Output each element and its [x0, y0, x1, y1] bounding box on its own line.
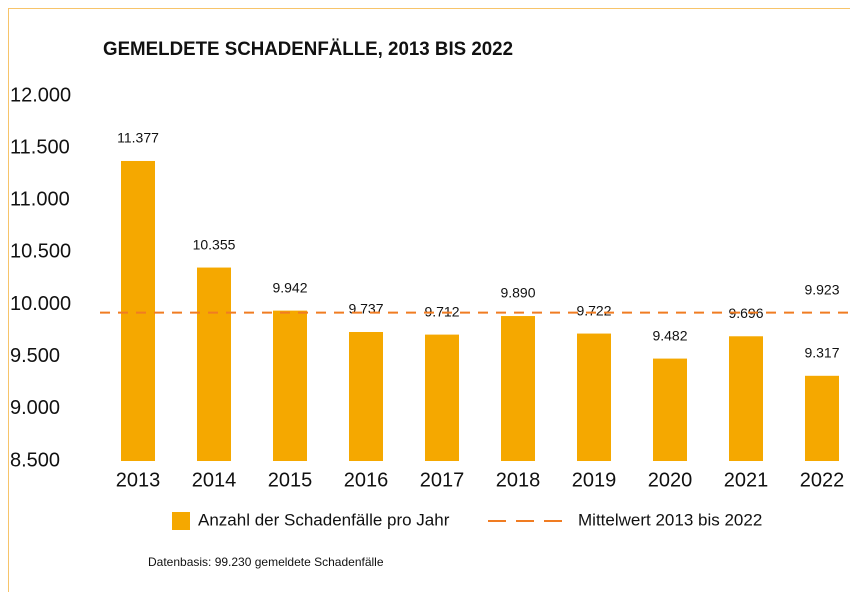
bar	[273, 310, 307, 461]
bar	[577, 333, 611, 461]
mean-label: 9.923	[804, 281, 839, 297]
x-tick-label: 2015	[268, 469, 313, 491]
x-tick-label: 2014	[192, 469, 237, 491]
y-tick-label: 9.500	[10, 345, 60, 367]
data-label: 9.722	[576, 302, 611, 318]
bar	[197, 267, 231, 461]
x-tick-label: 2020	[648, 469, 693, 491]
legend-swatch	[172, 512, 190, 530]
bar	[121, 160, 155, 461]
data-label: 11.377	[117, 130, 159, 146]
legend-label: Mittelwert 2013 bis 2022	[578, 510, 762, 529]
x-tick-label: 2022	[800, 469, 845, 491]
data-label: 9.890	[500, 285, 535, 301]
data-label: 9.696	[728, 305, 763, 321]
bar	[425, 334, 459, 461]
footnote: Datenbasis: 99.230 gemeldete Schadenfäll…	[148, 555, 384, 569]
data-label: 9.482	[652, 327, 687, 343]
y-tick-label: 8.500	[10, 449, 60, 471]
data-label: 9.737	[348, 301, 383, 317]
x-tick-label: 2013	[116, 469, 161, 491]
y-tick-label: 10.500	[10, 241, 71, 263]
y-tick-label: 11.500	[10, 136, 70, 158]
data-label: 9.942	[272, 279, 307, 295]
x-tick-label: 2016	[344, 469, 389, 491]
y-tick-label: 9.000	[10, 397, 60, 419]
x-tick-label: 2017	[420, 469, 465, 491]
bar	[805, 375, 839, 461]
y-tick-label: 12.000	[10, 84, 71, 106]
data-label: 9.317	[804, 345, 839, 361]
bar	[653, 358, 687, 461]
legend-label: Anzahl der Schadenfälle pro Jahr	[198, 510, 450, 529]
data-label: 10.355	[193, 236, 236, 252]
x-tick-label: 2018	[496, 469, 541, 491]
data-label: 9.712	[424, 303, 459, 319]
x-tick-label: 2019	[572, 469, 617, 491]
y-tick-label: 10.000	[10, 293, 71, 315]
y-tick-label: 11.000	[10, 189, 70, 211]
x-tick-label: 2021	[724, 469, 769, 491]
bar	[501, 316, 535, 461]
bar	[729, 336, 763, 461]
chart-title: GEMELDETE SCHADENFÄLLE, 2013 BIS 2022	[103, 39, 513, 60]
bar	[349, 331, 383, 461]
